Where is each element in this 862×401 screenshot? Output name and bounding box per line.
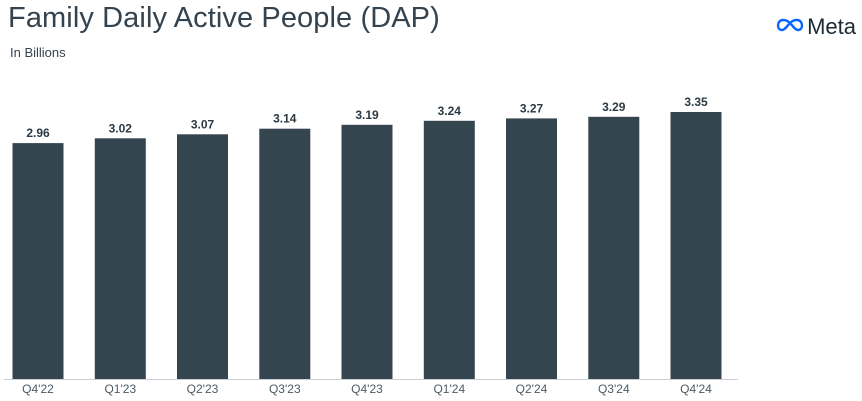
bar (506, 118, 557, 380)
chart-title: Family Daily Active People (DAP) (8, 2, 440, 34)
x-tick-label: Q3'23 (269, 382, 301, 396)
bar (341, 124, 393, 379)
brand-logo: Meta (776, 14, 856, 40)
data-label: 3.27 (520, 101, 544, 115)
x-tick-label: Q2'23 (187, 382, 219, 396)
meta-infinity-icon (776, 17, 804, 38)
data-label: 3.29 (602, 100, 626, 114)
bar (423, 120, 475, 380)
x-tick-label: Q1'23 (104, 382, 136, 396)
bar (670, 112, 722, 379)
x-tick-label: Q4'22 (22, 382, 54, 396)
bar (12, 143, 64, 379)
data-label: 3.19 (355, 108, 379, 122)
brand-name: Meta (807, 14, 856, 39)
x-tick-label: Q3'24 (598, 382, 630, 396)
bar (259, 128, 311, 379)
data-label: 3.24 (438, 104, 462, 118)
data-label: 3.14 (273, 112, 297, 126)
x-tick-label: Q4'24 (680, 382, 712, 396)
x-tick-label: Q4'23 (351, 382, 383, 396)
x-tick-label: Q2'24 (516, 382, 548, 396)
data-label: 2.96 (26, 126, 50, 140)
x-tick-label: Q1'24 (433, 382, 465, 396)
bar (94, 138, 146, 379)
data-label: 3.35 (684, 95, 708, 109)
data-label: 3.02 (109, 121, 133, 135)
data-label: 3.07 (191, 117, 215, 131)
bar (177, 134, 228, 379)
chart-subtitle: In Billions (10, 45, 66, 60)
bar (588, 116, 640, 380)
